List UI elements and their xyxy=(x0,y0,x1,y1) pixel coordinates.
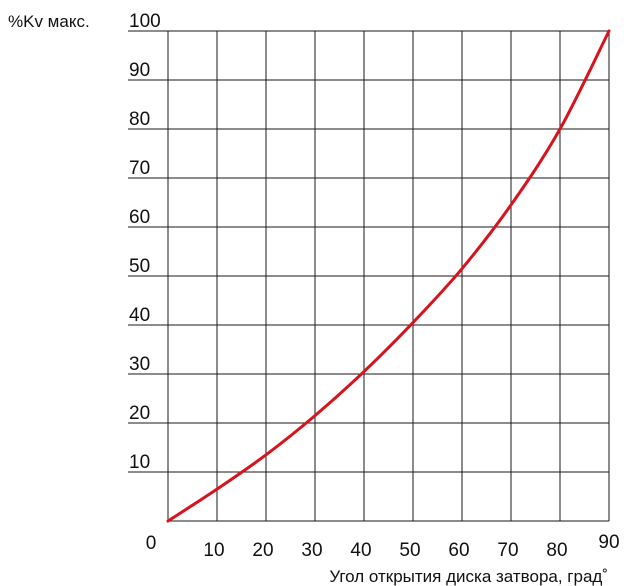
x-tick-label-20: 20 xyxy=(252,540,273,561)
y-tick-label-60: 60 xyxy=(129,207,150,228)
y-tick-label-50: 50 xyxy=(129,256,150,277)
x-tick-label-60: 60 xyxy=(448,540,469,561)
y-tick-label-80: 80 xyxy=(129,109,150,130)
x-tick-label-50: 50 xyxy=(399,540,420,561)
x-tick-label-90: 90 xyxy=(598,532,619,553)
x-tick-label-80: 80 xyxy=(546,540,567,561)
x-tick-label-10: 10 xyxy=(203,540,224,561)
y-tick-label-10: 10 xyxy=(129,452,150,473)
grid xyxy=(128,30,610,522)
y-axis-title: %Kv макс. xyxy=(8,12,90,31)
x-tick-label-30: 30 xyxy=(301,540,322,561)
labels: %Kv макс. 0 Угол открытия диска затвора,… xyxy=(8,11,620,586)
x-axis-title: Угол открытия диска затвора, град˚ xyxy=(329,567,608,586)
y-tick-label-100: 100 xyxy=(129,11,161,32)
origin-label: 0 xyxy=(146,533,157,554)
y-tick-label-40: 40 xyxy=(129,305,150,326)
x-tick-label-40: 40 xyxy=(350,540,371,561)
y-tick-label-70: 70 xyxy=(129,158,150,179)
y-tick-label-30: 30 xyxy=(129,354,150,375)
y-tick-label-20: 20 xyxy=(129,403,150,424)
y-tick-label-90: 90 xyxy=(129,60,150,81)
x-tick-label-70: 70 xyxy=(497,540,518,561)
series-layer xyxy=(166,29,611,523)
series-line-0 xyxy=(166,29,611,523)
